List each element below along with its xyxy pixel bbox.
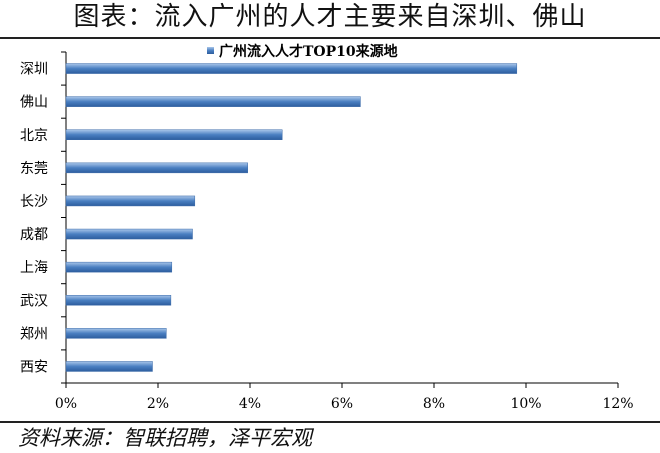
x-tick-label: 6% (331, 396, 353, 412)
y-category-label: 长沙 (20, 194, 48, 210)
y-category-label: 武汉 (20, 293, 48, 309)
y-category-label: 北京 (20, 128, 48, 144)
x-tick-label: 10% (510, 396, 541, 412)
y-category-label: 上海 (20, 260, 48, 276)
bar-武汉 (65, 295, 172, 306)
bar-长沙 (65, 195, 196, 207)
legend-label: 广州流入人才TOP10来源地 (219, 43, 398, 60)
footer-divider (0, 421, 660, 423)
bar-深圳 (65, 63, 518, 74)
chart-legend: 广州流入人才TOP10来源地 (207, 43, 398, 60)
x-tick-label: 12% (602, 396, 633, 412)
x-tick-label: 0% (55, 396, 77, 412)
y-category-label: 成都 (20, 227, 48, 243)
y-category-label: 佛山 (20, 95, 48, 111)
title-divider (0, 37, 660, 39)
y-category-label: 深圳 (20, 62, 48, 78)
bar-成都 (65, 228, 193, 240)
source-note: 资料来源：智联招聘，泽平宏观 (18, 426, 312, 450)
x-tick-label: 2% (147, 396, 169, 412)
bar-西安 (65, 361, 153, 372)
page-title: 图表：流入广州的人才主要来自深圳、佛山 (73, 2, 587, 32)
bar-佛山 (65, 96, 361, 107)
legend-swatch (207, 47, 214, 54)
y-category-label: 东莞 (20, 161, 48, 177)
bar-北京 (65, 129, 283, 140)
x-tick-label: 8% (423, 396, 445, 412)
bar-东莞 (65, 162, 248, 174)
bar-chart: 广州流入人才TOP10来源地 0% 2% 4% 6% 8% 10% 12% 深圳佛山北京东莞长… (20, 43, 634, 412)
bar-郑州 (65, 328, 167, 339)
x-tick-label: 4% (239, 396, 261, 412)
y-category-label: 西安 (20, 359, 48, 375)
y-category-label: 郑州 (20, 326, 48, 342)
bar-上海 (65, 261, 173, 273)
